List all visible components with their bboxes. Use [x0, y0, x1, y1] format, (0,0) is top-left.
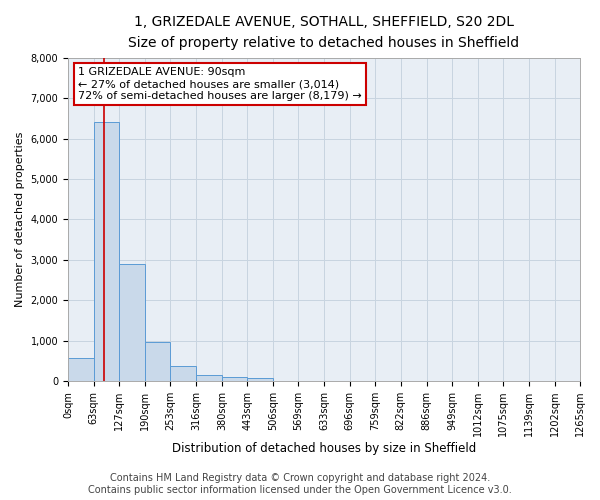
Bar — [68, 358, 94, 381]
Title: 1, GRIZEDALE AVENUE, SOTHALL, SHEFFIELD, S20 2DL
Size of property relative to de: 1, GRIZEDALE AVENUE, SOTHALL, SHEFFIELD,… — [128, 15, 520, 50]
Text: 1 GRIZEDALE AVENUE: 90sqm
← 27% of detached houses are smaller (3,014)
72% of se: 1 GRIZEDALE AVENUE: 90sqm ← 27% of detac… — [78, 68, 362, 100]
Bar — [247, 378, 273, 381]
Bar — [119, 264, 145, 381]
Bar — [94, 122, 119, 381]
Bar — [145, 342, 170, 381]
Y-axis label: Number of detached properties: Number of detached properties — [15, 132, 25, 307]
X-axis label: Distribution of detached houses by size in Sheffield: Distribution of detached houses by size … — [172, 442, 476, 455]
Bar — [196, 374, 222, 381]
Bar — [170, 366, 196, 381]
Bar — [222, 377, 247, 381]
Text: Contains HM Land Registry data © Crown copyright and database right 2024.
Contai: Contains HM Land Registry data © Crown c… — [88, 474, 512, 495]
